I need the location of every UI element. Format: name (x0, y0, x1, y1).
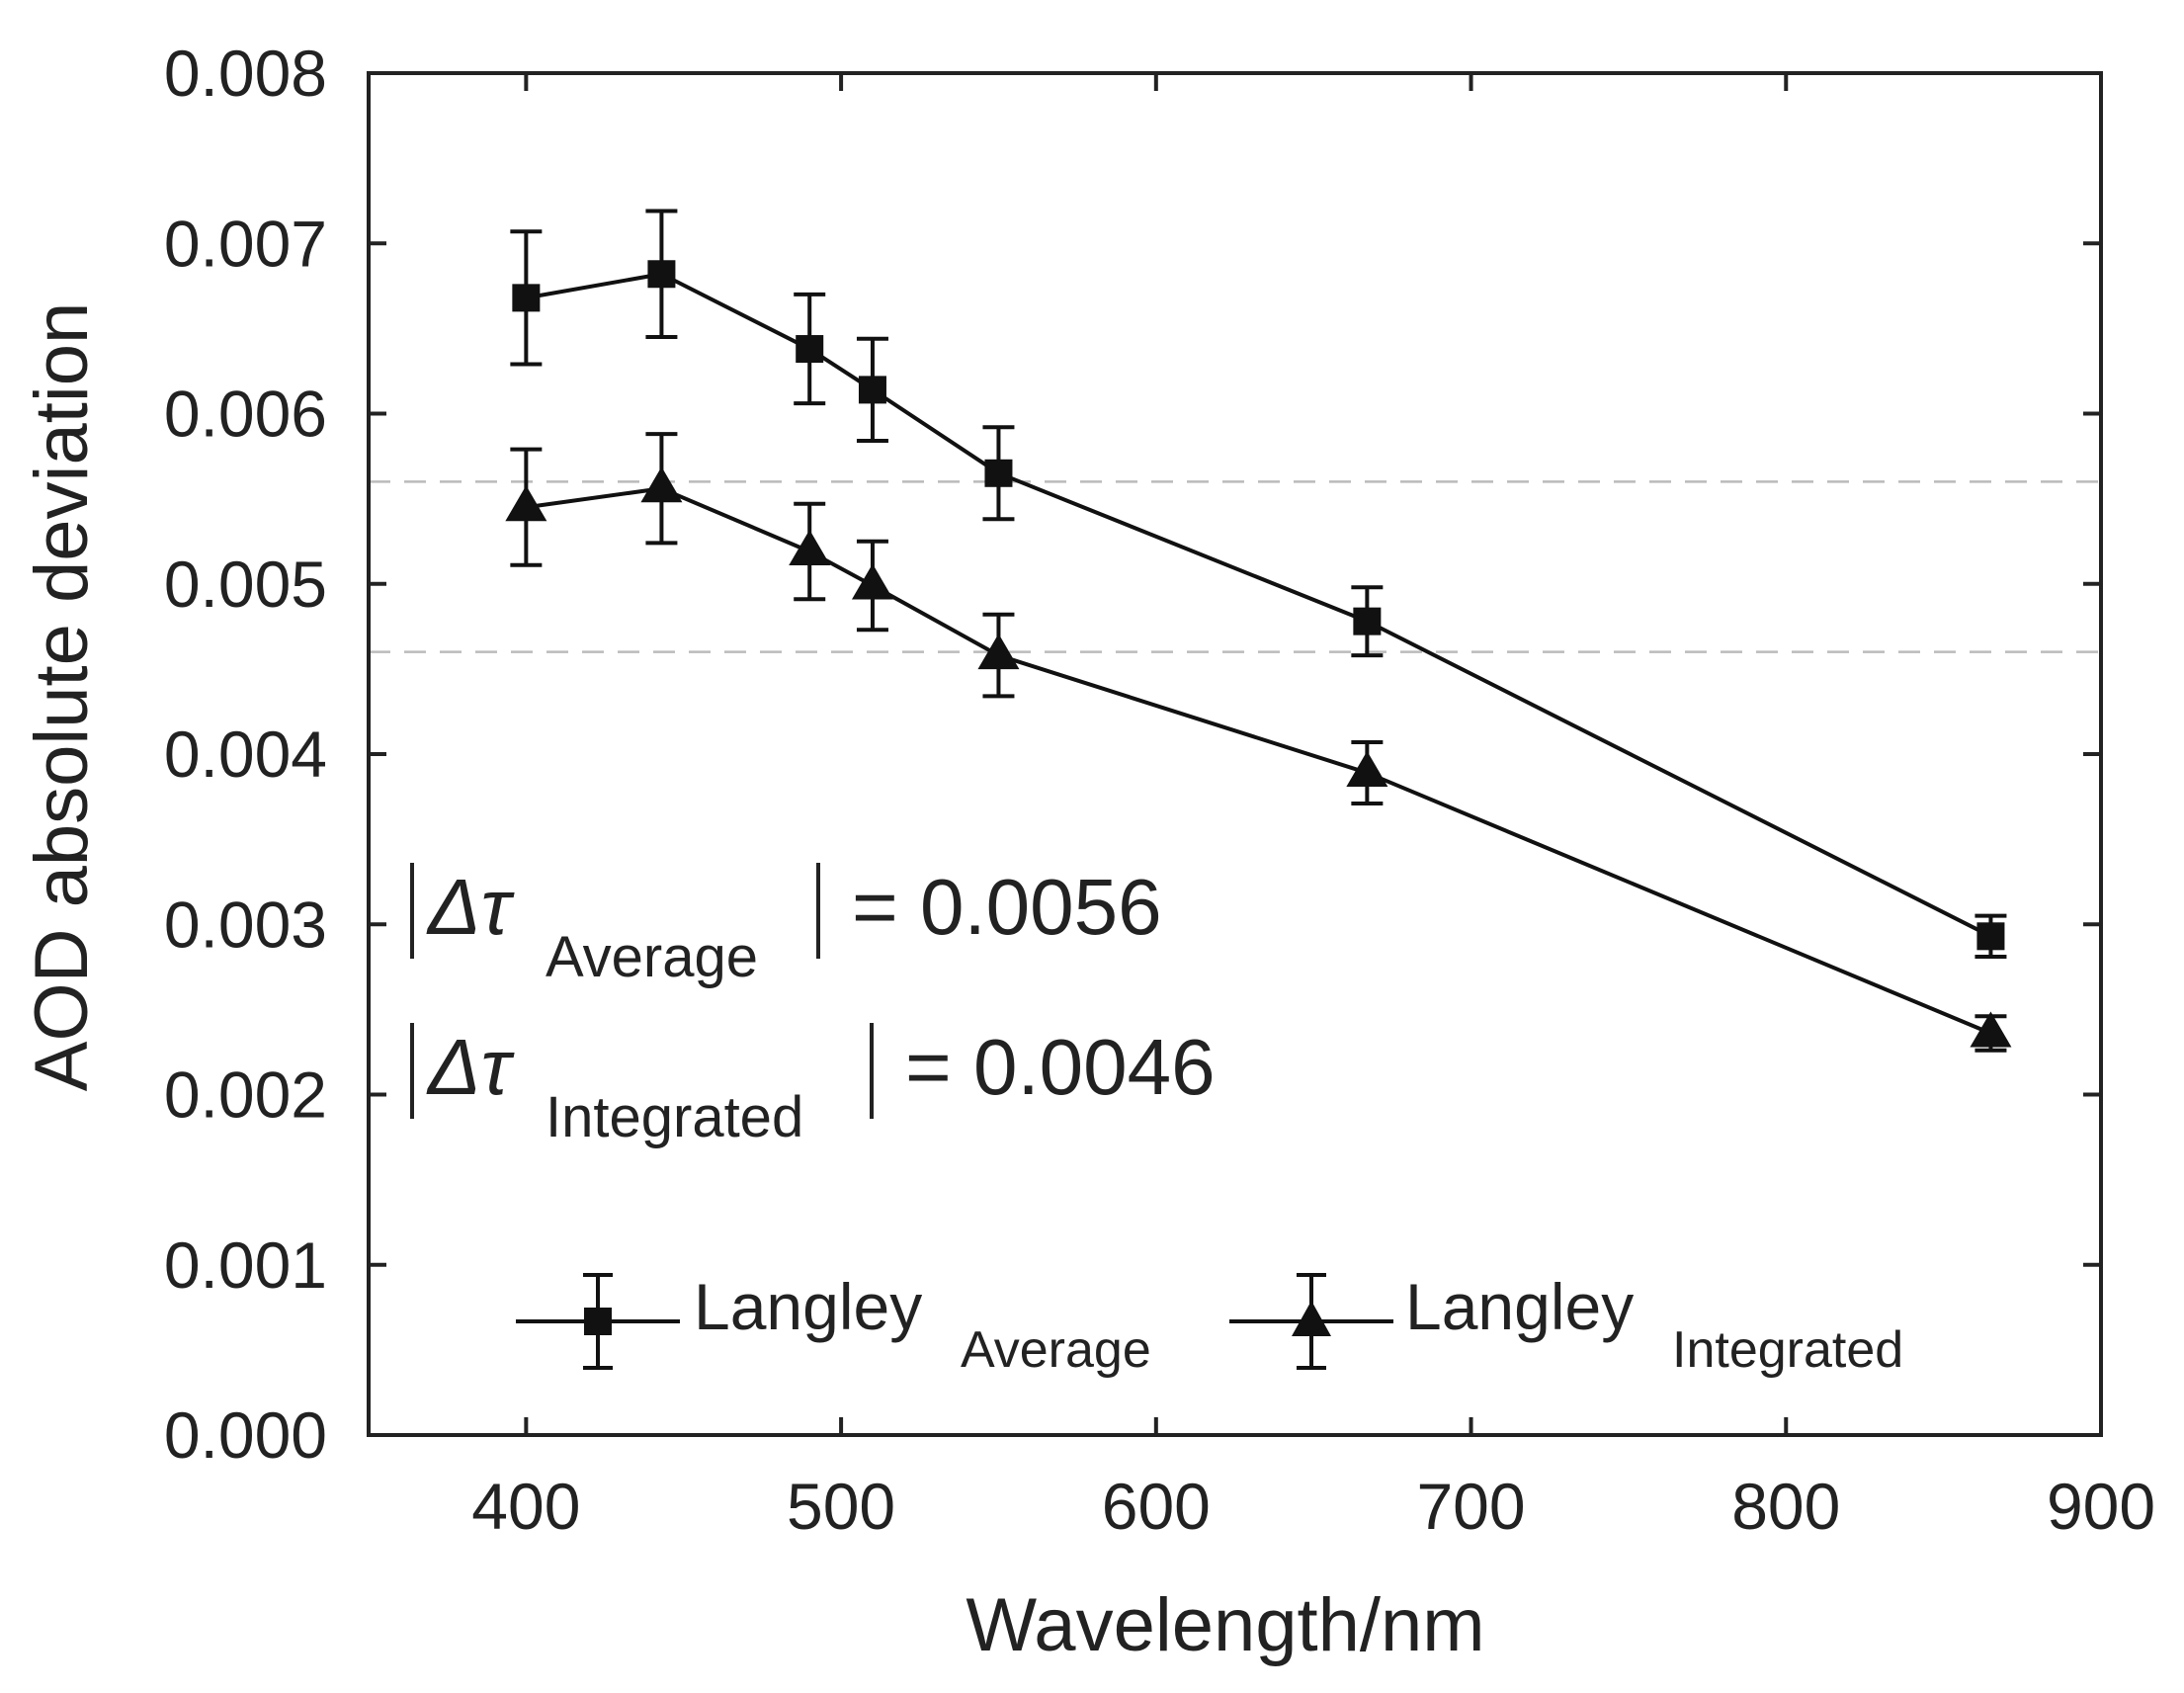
legend-sublabel-integrated: Integrated (1672, 1321, 1903, 1379)
x-tick-label: 400 (471, 1470, 580, 1543)
y-tick-label: 0.008 (164, 37, 327, 110)
annotation-average-value: = 0.0056 (852, 863, 1162, 951)
x-tick-label: 500 (787, 1470, 895, 1543)
annotation-average-symbol: Δτ (426, 863, 516, 951)
x-tick-label: 900 (2047, 1470, 2155, 1543)
legend-marker-square (584, 1308, 612, 1335)
legend-label-integrated: Langley (1405, 1270, 1634, 1343)
legend-label-average: Langley (694, 1270, 922, 1343)
x-tick-label: 700 (1416, 1470, 1525, 1543)
legend: Langley Average Langley Integrated (516, 1270, 1903, 1379)
y-tick-label: 0.000 (164, 1398, 327, 1472)
legend-marker-triangle (1292, 1301, 1331, 1336)
y-tick-label: 0.004 (164, 718, 327, 791)
data-point-square (984, 459, 1013, 487)
data-point-triangle (851, 563, 893, 600)
data-point-triangle (640, 466, 683, 503)
annotation-average-subscript: Average (546, 925, 758, 989)
data-point-triangle (1970, 1011, 2012, 1048)
data-point-square (1353, 607, 1382, 635)
annotation-integrated-symbol: Δτ (426, 1023, 516, 1111)
annotation-average: Δτ Average = 0.0056 (410, 863, 1162, 989)
y-tick-label: 0.003 (164, 888, 327, 961)
x-tick-label: 800 (1731, 1470, 1840, 1543)
data-point-square (647, 260, 676, 289)
y-tick-label: 0.001 (164, 1228, 327, 1302)
y-tick-label: 0.005 (164, 548, 327, 621)
y-tick-label: 0.007 (164, 207, 327, 280)
data-point-square (796, 335, 824, 364)
data-point-square (858, 376, 886, 404)
series-layer (505, 209, 2012, 1053)
legend-entry-average: Langley Average (516, 1270, 1151, 1379)
axes: 400 500 600 700 800 900 0.000 0.001 0.002 0.003 0.… (164, 37, 2155, 1543)
series-Langley_Integrated (505, 432, 2012, 1053)
data-point-triangle (977, 634, 1020, 670)
y-axis-label: AOD absolute deviation (20, 302, 104, 1091)
data-point-triangle (789, 530, 831, 566)
data-point-triangle (505, 485, 547, 522)
x-tick-label: 600 (1102, 1470, 1211, 1543)
y-tick-label: 0.002 (164, 1058, 327, 1132)
legend-entry-integrated: Langley Integrated (1229, 1270, 1903, 1379)
y-tick-label: 0.006 (164, 378, 327, 451)
annotation-integrated: Δτ Integrated = 0.0046 (410, 1023, 1216, 1149)
series-Langley_Average (510, 209, 2007, 959)
x-axis-label: Wavelength/nm (966, 1583, 1484, 1667)
annotation-integrated-subscript: Integrated (546, 1085, 803, 1149)
annotation-integrated-value: = 0.0046 (905, 1023, 1216, 1111)
data-point-square (1976, 922, 2005, 951)
data-point-square (512, 284, 541, 312)
legend-sublabel-average: Average (961, 1321, 1151, 1379)
data-point-triangle (1346, 750, 1388, 787)
